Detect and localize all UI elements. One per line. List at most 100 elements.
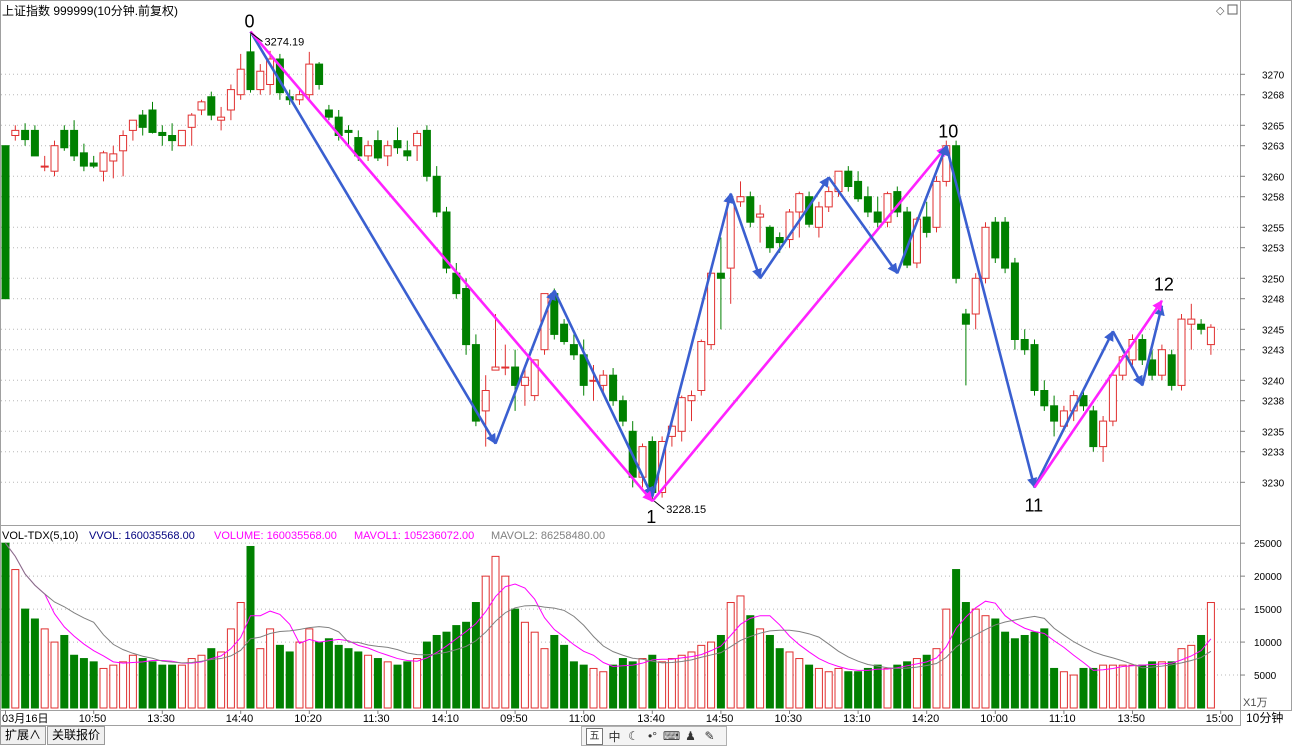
candle-body — [403, 150, 412, 157]
volume-label: VOLUME: 160035568.00 — [214, 530, 337, 542]
wave-line — [553, 289, 654, 498]
volume-bar — [795, 658, 804, 709]
medium-tool[interactable]: 中 — [608, 729, 621, 744]
volume-bar — [422, 641, 431, 709]
expand-tab[interactable]: 扩展∧ — [0, 726, 47, 745]
candle-body — [883, 193, 892, 223]
candle-body — [109, 153, 118, 162]
volume-bar — [148, 661, 157, 709]
volume-bar — [1157, 661, 1166, 709]
wave-line — [1033, 299, 1163, 489]
time-axis: 03月16日 10:50 13:30 14:40 10:20 11:30 14:10 09:5… — [2, 710, 1233, 725]
candle-body — [1050, 405, 1059, 422]
price-tick-label: 3238 — [1262, 397, 1285, 408]
candle-body — [148, 109, 157, 133]
candle-body — [422, 129, 431, 177]
volume-bar — [1167, 661, 1176, 709]
time-tick-label: 13:40 — [637, 713, 665, 725]
candle-body — [413, 132, 422, 147]
five-tool[interactable]: 五 — [586, 727, 603, 745]
price-tick-label: 3245 — [1262, 325, 1285, 336]
volume-tick-label: 15000 — [1254, 605, 1282, 616]
candle-body — [128, 119, 137, 131]
price-tick-label: 3263 — [1262, 142, 1285, 153]
time-tick-label: 14:50 — [706, 713, 734, 725]
volume-bar — [1020, 634, 1029, 709]
user-icon[interactable]: ♟ — [685, 729, 696, 743]
wave-line — [945, 145, 1038, 489]
volume-bar — [226, 628, 235, 709]
volume-bar — [707, 641, 716, 709]
vvol-label: VVOL: 160035568.00 — [89, 530, 195, 542]
candle-body — [89, 162, 98, 167]
candle-body — [383, 145, 392, 157]
volume-bar — [1030, 631, 1039, 709]
volume-bar — [1059, 671, 1068, 709]
price-panel[interactable] — [0, 0, 1241, 526]
volume-bar — [501, 575, 510, 709]
wave-label-12: 12 — [1154, 275, 1174, 295]
time-axis-panel — [0, 710, 1241, 726]
volume-bar — [403, 661, 412, 709]
volume-bar — [697, 644, 706, 709]
volume-bar — [99, 667, 108, 709]
volume-bar — [520, 621, 529, 709]
candle-body — [677, 397, 686, 432]
candle-body — [393, 140, 402, 149]
price-axis: 3270 3268 3265 3263 3260 3258 3255 3253 3250 3248… — [1240, 70, 1285, 489]
wave-line — [759, 176, 830, 280]
period-label[interactable]: 10分钟 — [1246, 710, 1283, 725]
candle-body — [1197, 323, 1206, 330]
volume-moving-averages — [5, 542, 1212, 671]
candle-body — [824, 191, 833, 208]
candle-body — [217, 116, 226, 121]
volume-tick-label: 10000 — [1254, 638, 1282, 649]
volume-bar — [1099, 664, 1108, 709]
price-tick-label: 3250 — [1262, 274, 1285, 285]
volume-bar — [912, 658, 921, 709]
volume-bar — [618, 658, 627, 709]
keyboard-icon[interactable]: ⌨ — [662, 729, 681, 743]
bottom-tab-bar: 扩展∧ 关联报价 — [0, 726, 106, 745]
candle-body — [618, 400, 627, 422]
volume-bar — [834, 667, 843, 709]
candle-body — [511, 366, 520, 386]
volume-bar — [128, 654, 137, 709]
candle-body — [795, 193, 804, 213]
volume-bar — [756, 628, 765, 709]
volume-bar — [393, 664, 402, 709]
candle-body — [501, 366, 510, 369]
volume-bar — [462, 621, 471, 709]
volume-bar — [324, 638, 333, 709]
volume-bar — [109, 664, 118, 709]
volume-bar — [197, 654, 206, 709]
volume-bar — [217, 651, 226, 709]
candle-body — [21, 129, 30, 141]
volume-bar — [364, 654, 373, 709]
candle-body — [207, 96, 216, 116]
moon-icon[interactable]: ☾ — [628, 729, 639, 743]
candle-body — [854, 180, 863, 200]
candle-body — [119, 135, 128, 152]
wave-line — [249, 30, 654, 503]
volume-bar — [550, 634, 559, 709]
restore-icon[interactable]: ◇ — [1216, 5, 1225, 17]
time-tick-label: 10:30 — [775, 713, 803, 725]
candle-body — [177, 129, 186, 147]
volume-bar — [589, 667, 598, 709]
candle-body — [726, 201, 735, 269]
time-tick-label: 14:20 — [912, 713, 940, 725]
candle-body — [432, 175, 441, 213]
wrench-icon[interactable]: ✎ — [704, 729, 715, 743]
right-axis-panel — [1240, 0, 1292, 711]
volume-bar — [844, 671, 853, 709]
volume-bar — [256, 648, 265, 709]
price-tick-label: 3268 — [1262, 91, 1285, 102]
related-quotes-tab[interactable]: 关联报价 — [47, 726, 106, 745]
volume-bar — [746, 615, 755, 709]
settings-icon[interactable]: •° — [648, 729, 657, 743]
candle-body — [187, 114, 196, 128]
volume-unit: X1万 — [1243, 697, 1267, 709]
maximize-icon[interactable] — [1227, 4, 1238, 15]
